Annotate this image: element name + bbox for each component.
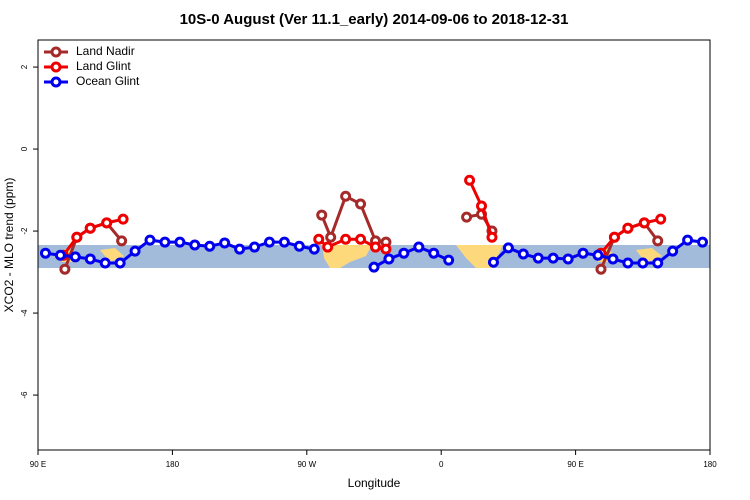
y-axis-label: XCO2 - MLO trend (ppm) — [2, 178, 16, 313]
y-tick-label: -2 — [20, 227, 29, 235]
data-point — [101, 217, 113, 229]
land — [322, 245, 372, 268]
data-point — [114, 257, 126, 269]
data-point — [486, 231, 498, 243]
data-point — [682, 234, 694, 246]
data-point — [219, 237, 231, 249]
data-point — [368, 261, 380, 273]
x-tick-label: 180 — [166, 460, 180, 469]
x-tick-label: 90 E — [567, 460, 583, 469]
data-point — [608, 231, 620, 243]
data-point — [655, 213, 667, 225]
data-point — [595, 263, 607, 275]
data-point — [487, 256, 499, 268]
data-point — [413, 241, 425, 253]
data-point — [464, 174, 476, 186]
land — [636, 248, 662, 263]
ocean-band — [38, 245, 710, 268]
data-point — [159, 236, 171, 248]
data-point — [622, 257, 634, 269]
data-point — [117, 213, 129, 225]
data-point — [293, 240, 305, 252]
data-point — [174, 236, 186, 248]
data-point — [637, 257, 649, 269]
legend-marker — [50, 76, 62, 88]
x-tick-label: 0 — [439, 460, 444, 469]
data-point — [562, 253, 574, 265]
data-point — [316, 209, 328, 221]
data-point — [355, 233, 367, 245]
data-point — [547, 252, 559, 264]
data-point — [116, 235, 128, 247]
x-axis-label: Longitude — [348, 476, 401, 490]
legend-label: Land Glint — [76, 59, 131, 73]
data-point — [99, 257, 111, 269]
data-point — [59, 263, 71, 275]
data-point — [476, 200, 488, 212]
data-point — [325, 231, 337, 243]
data-point — [39, 247, 51, 259]
data-point — [69, 251, 81, 263]
data-point — [652, 235, 664, 247]
x-tick-label: 180 — [703, 460, 717, 469]
data-point — [369, 241, 381, 253]
data-point — [398, 247, 410, 259]
data-point — [234, 243, 246, 255]
y-tick-label: 2 — [20, 64, 29, 69]
data-point — [84, 253, 96, 265]
data-point — [322, 241, 334, 253]
legend-marker — [50, 46, 62, 58]
plot-frame — [37, 39, 711, 451]
data-point — [697, 236, 709, 248]
data-point — [532, 252, 544, 264]
x-tick-label: 90 E — [30, 460, 46, 469]
data-point — [249, 241, 261, 253]
data-point — [577, 247, 589, 259]
data-point — [428, 247, 440, 259]
legend-marker — [50, 61, 62, 73]
data-point — [461, 211, 473, 223]
legend-label: Ocean Glint — [76, 74, 140, 88]
chart-title: 10S-0 August (Ver 11.1_early) 2014-09-06… — [180, 11, 569, 28]
data-point — [380, 243, 392, 255]
data-point — [517, 248, 529, 260]
legend-label: Land Nadir — [76, 44, 135, 58]
data-point — [340, 233, 352, 245]
data-point — [204, 240, 216, 252]
x-tick-label: 90 W — [297, 460, 316, 469]
data-point — [308, 243, 320, 255]
data-point — [667, 245, 679, 257]
y-tick-label: -4 — [20, 309, 29, 317]
data-point — [263, 236, 275, 248]
data-point — [278, 236, 290, 248]
data-point — [383, 253, 395, 265]
data-point — [54, 249, 66, 261]
data-point — [443, 254, 455, 266]
data-point — [607, 253, 619, 265]
data-point — [502, 242, 514, 254]
y-tick-label: -6 — [20, 391, 29, 399]
data-point — [71, 231, 83, 243]
y-tick-label: 0 — [20, 146, 29, 151]
data-point — [652, 257, 664, 269]
data-point — [313, 233, 325, 245]
data-point — [144, 234, 156, 246]
data-point — [592, 249, 604, 261]
data-point — [622, 222, 634, 234]
data-point — [638, 217, 650, 229]
data-point — [129, 245, 141, 257]
data-point — [84, 222, 96, 234]
data-point — [355, 198, 367, 210]
data-point — [340, 190, 352, 202]
data-point — [189, 239, 201, 251]
